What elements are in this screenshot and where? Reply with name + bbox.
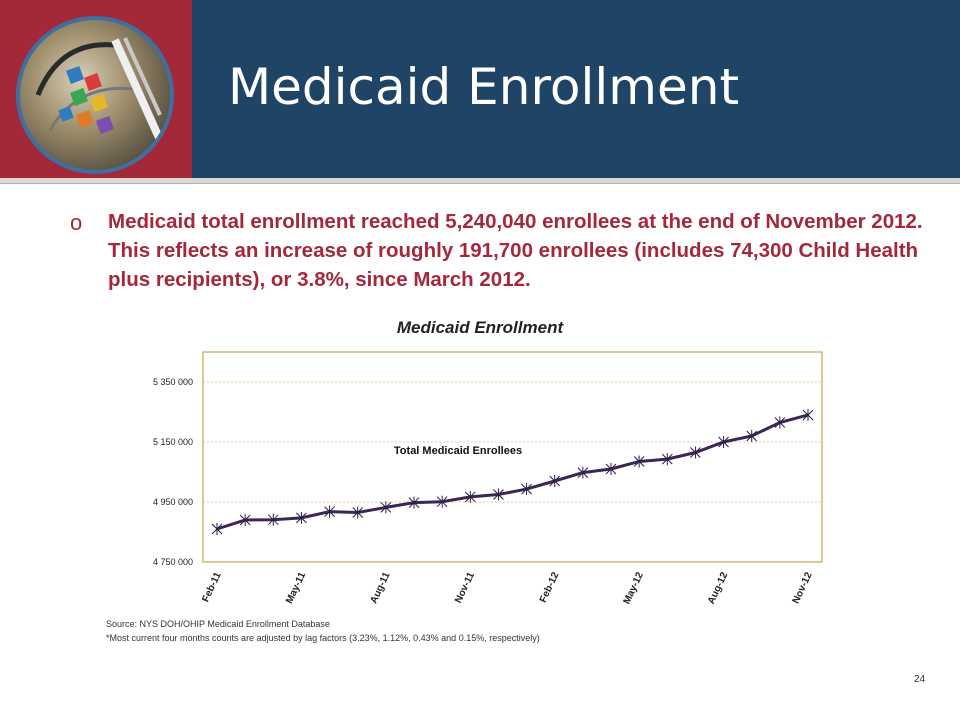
plot-area	[202, 351, 823, 563]
bullet-text: Medicaid total enrollment reached 5,240,…	[108, 210, 923, 291]
x-tick-label: Feb-12	[538, 570, 562, 604]
data-point	[746, 430, 758, 442]
data-point	[661, 453, 673, 466]
data-point	[408, 496, 420, 509]
data-point	[521, 483, 532, 496]
data-point	[380, 501, 392, 514]
x-tick-label: Nov-12	[791, 570, 815, 605]
x-tick-label: May-11	[284, 570, 308, 605]
data-point	[718, 436, 729, 448]
footnote-line: *Most current four months counts are adj…	[106, 633, 540, 643]
page-number: 24	[914, 674, 926, 685]
series-label: Total Medicaid Enrollees	[394, 445, 522, 457]
data-point	[802, 408, 814, 421]
data-point	[633, 455, 645, 468]
x-tick-label: Nov-11	[453, 570, 477, 605]
header-divider	[0, 178, 960, 184]
data-point	[690, 446, 701, 459]
bullet-marker: o	[70, 210, 83, 235]
y-tick-label: 4 950 000	[153, 497, 193, 507]
data-point	[211, 523, 223, 535]
data-point	[352, 506, 364, 519]
data-point	[605, 463, 617, 475]
x-tick-label: Feb-11	[200, 570, 224, 604]
series-line-total-medicaid-enrollees	[216, 413, 809, 531]
x-tick-label: Aug-11	[369, 570, 393, 605]
source-notes: Source: NYS DOH/OHIP Medicaid Enrollment…	[106, 617, 540, 645]
medical-logo-image	[16, 16, 174, 174]
data-point	[774, 416, 786, 429]
enrollment-line-chart: 4 750 000 4 950 000 5 150 000 5 350 000 Feb…	[153, 351, 823, 606]
data-point	[493, 488, 504, 501]
data-point	[296, 511, 307, 524]
data-point	[239, 514, 251, 526]
y-tick-label: 5 150 000	[153, 437, 193, 447]
slide-title: Medicaid Enrollment	[228, 58, 740, 116]
x-tick-label: May-12	[622, 570, 646, 606]
source-line: Source: NYS DOH/OHIP Medicaid Enrollment…	[106, 619, 330, 629]
data-point	[464, 490, 476, 503]
data-point	[549, 475, 561, 487]
chart-title: Medicaid Enrollment	[396, 318, 564, 337]
y-tick-label: 5 350 000	[153, 377, 193, 387]
data-point	[577, 466, 589, 479]
data-point	[267, 513, 279, 526]
y-tick-label: 4 750 000	[153, 557, 193, 567]
data-point	[324, 505, 335, 518]
x-tick-label: Aug-12	[706, 570, 730, 606]
data-point	[436, 495, 448, 508]
